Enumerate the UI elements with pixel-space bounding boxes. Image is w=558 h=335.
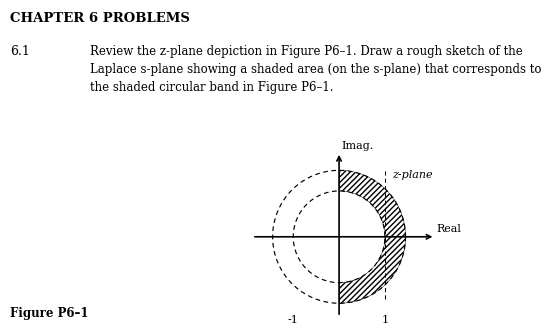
Text: the shaded circular band in Figure P6–1.: the shaded circular band in Figure P6–1. [90, 81, 334, 94]
Text: Imag.: Imag. [342, 141, 374, 151]
Text: -1: -1 [288, 315, 299, 325]
Text: 1: 1 [381, 315, 388, 325]
Text: Figure P6–1: Figure P6–1 [10, 307, 89, 320]
Text: CHAPTER 6 PROBLEMS: CHAPTER 6 PROBLEMS [10, 12, 190, 25]
Text: Review the z-plane depiction in Figure P6–1. Draw a rough sketch of the: Review the z-plane depiction in Figure P… [90, 45, 523, 58]
Text: z-plane: z-plane [392, 170, 432, 180]
Text: 6.1: 6.1 [10, 45, 30, 58]
Text: Laplace s-plane showing a shaded area (on the s-plane) that corresponds to: Laplace s-plane showing a shaded area (o… [90, 63, 541, 76]
Polygon shape [339, 170, 406, 303]
Text: Real: Real [437, 224, 461, 234]
